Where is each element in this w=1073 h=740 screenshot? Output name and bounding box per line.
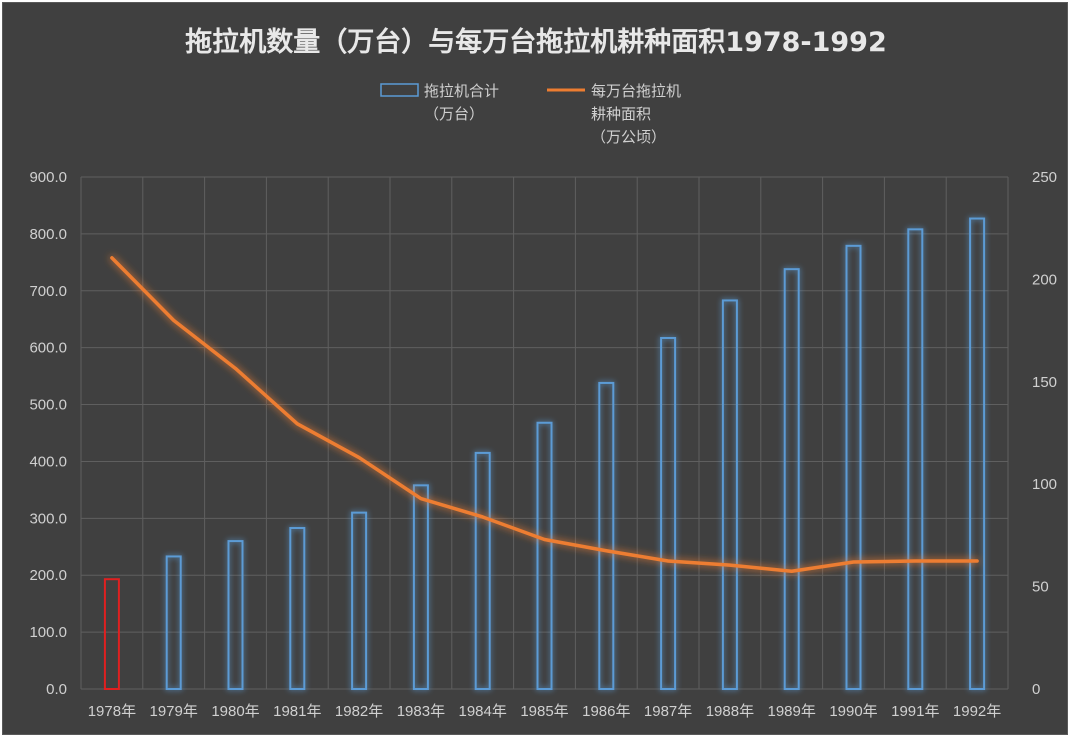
line-point-1990年 bbox=[853, 561, 854, 563]
x-tick-label: 1978年 bbox=[88, 703, 136, 720]
left-tick-label: 700.0 bbox=[29, 283, 67, 300]
chart-title: 拖拉机数量（万台）与每万台拖拉机耕种面积1978-1992 bbox=[185, 26, 887, 58]
line-point-1982年 bbox=[358, 457, 360, 459]
left-tick-label: 800.0 bbox=[29, 226, 67, 243]
right-tick-label: 250 bbox=[1032, 169, 1057, 186]
bar-1984年 bbox=[474, 451, 491, 690]
legend-label-line-line2: 耕种面积 bbox=[591, 105, 651, 123]
legend-label-line-line3: （万公顷） bbox=[591, 128, 666, 146]
left-tick-label: 500.0 bbox=[29, 397, 67, 414]
line-point-1980年 bbox=[235, 367, 236, 369]
left-tick-label: 300.0 bbox=[29, 510, 67, 527]
right-tick-label: 200 bbox=[1032, 271, 1057, 288]
legend-label-bars-line2: （万台） bbox=[424, 105, 484, 123]
x-tick-label: 1980年 bbox=[211, 703, 259, 720]
bar-1989年 bbox=[783, 268, 800, 690]
bar-1987年 bbox=[660, 336, 677, 690]
bar-1990年 bbox=[845, 244, 862, 691]
bar-1986年 bbox=[598, 381, 615, 690]
bar-1988年 bbox=[721, 299, 738, 690]
line-point-1992年 bbox=[976, 560, 978, 562]
x-tick-label: 1982年 bbox=[335, 703, 383, 720]
x-tick-label: 1992年 bbox=[953, 703, 1001, 720]
line-point-1983年 bbox=[420, 498, 422, 500]
legend-label-line-line1: 每万台拖拉机 bbox=[591, 82, 681, 100]
bar-1992年 bbox=[969, 217, 986, 690]
line-point-1987年 bbox=[667, 560, 669, 562]
bar-1980年 bbox=[227, 540, 244, 690]
left-tick-label: 100.0 bbox=[29, 624, 67, 641]
right-tick-label: 0 bbox=[1032, 681, 1040, 698]
line-point-1984年 bbox=[482, 516, 484, 518]
right-tick-label: 50 bbox=[1032, 579, 1049, 596]
left-tick-label: 0.0 bbox=[46, 681, 67, 698]
x-tick-label: 1986年 bbox=[582, 703, 630, 720]
left-tick-label: 400.0 bbox=[29, 453, 67, 470]
bar-1983年 bbox=[412, 484, 429, 690]
chart-grid bbox=[80, 176, 1009, 690]
line-point-1985年 bbox=[544, 538, 545, 540]
line-point-1981年 bbox=[296, 423, 298, 425]
x-tick-label: 1988年 bbox=[706, 703, 754, 720]
x-tick-label: 1991年 bbox=[891, 703, 939, 720]
line-point-1991年 bbox=[914, 560, 916, 562]
x-tick-label: 1979年 bbox=[150, 703, 198, 720]
right-tick-label: 150 bbox=[1032, 374, 1057, 391]
bar-1979年 bbox=[165, 555, 182, 691]
x-tick-label: 1990年 bbox=[829, 703, 877, 720]
legend-label-bars-line1: 拖拉机合计 bbox=[424, 82, 499, 100]
bar-series bbox=[103, 217, 986, 691]
x-tick-label: 1989年 bbox=[768, 703, 816, 720]
right-tick-label: 100 bbox=[1032, 476, 1057, 493]
x-tick-label: 1981年 bbox=[273, 703, 321, 720]
line-point-1989年 bbox=[791, 570, 793, 572]
bar-1982年 bbox=[351, 511, 368, 690]
legend-swatch-bars bbox=[380, 83, 419, 97]
bar-1981年 bbox=[289, 527, 306, 691]
left-axis: 0.0 100.0 200.0 300.0 400.0 500.0 600.0 700.0 80… bbox=[29, 169, 67, 698]
chart: 拖拉机数量（万台）与每万台拖拉机耕种面积1978-1992 拖拉机合计 （万台）… bbox=[29, 26, 1057, 720]
left-tick-label: 600.0 bbox=[29, 340, 67, 357]
line-point-1979年 bbox=[173, 319, 175, 321]
x-tick-label: 1987年 bbox=[644, 703, 692, 720]
line-point-1978年 bbox=[111, 257, 113, 259]
line-point-1986年 bbox=[605, 550, 607, 552]
bar-1985年 bbox=[536, 421, 553, 690]
line-point-1988年 bbox=[729, 564, 731, 566]
chart-legend: 拖拉机合计 （万台） 每万台拖拉机 耕种面积 （万公顷） bbox=[380, 82, 681, 146]
line-series bbox=[110, 256, 979, 573]
bar-1991年 bbox=[907, 228, 924, 691]
x-tick-label: 1984年 bbox=[459, 703, 507, 720]
right-axis: 0 50 100 150 200 250 bbox=[1032, 169, 1057, 698]
left-tick-label: 200.0 bbox=[29, 567, 67, 584]
left-tick-label: 900.0 bbox=[29, 169, 67, 186]
bar-1978年 bbox=[103, 578, 120, 691]
x-axis: 1978年 1979年 1980年 1981年 1982年 1983年 1984年 1985年… bbox=[88, 703, 1002, 720]
x-tick-label: 1985年 bbox=[520, 703, 568, 720]
x-tick-label: 1983年 bbox=[397, 703, 445, 720]
